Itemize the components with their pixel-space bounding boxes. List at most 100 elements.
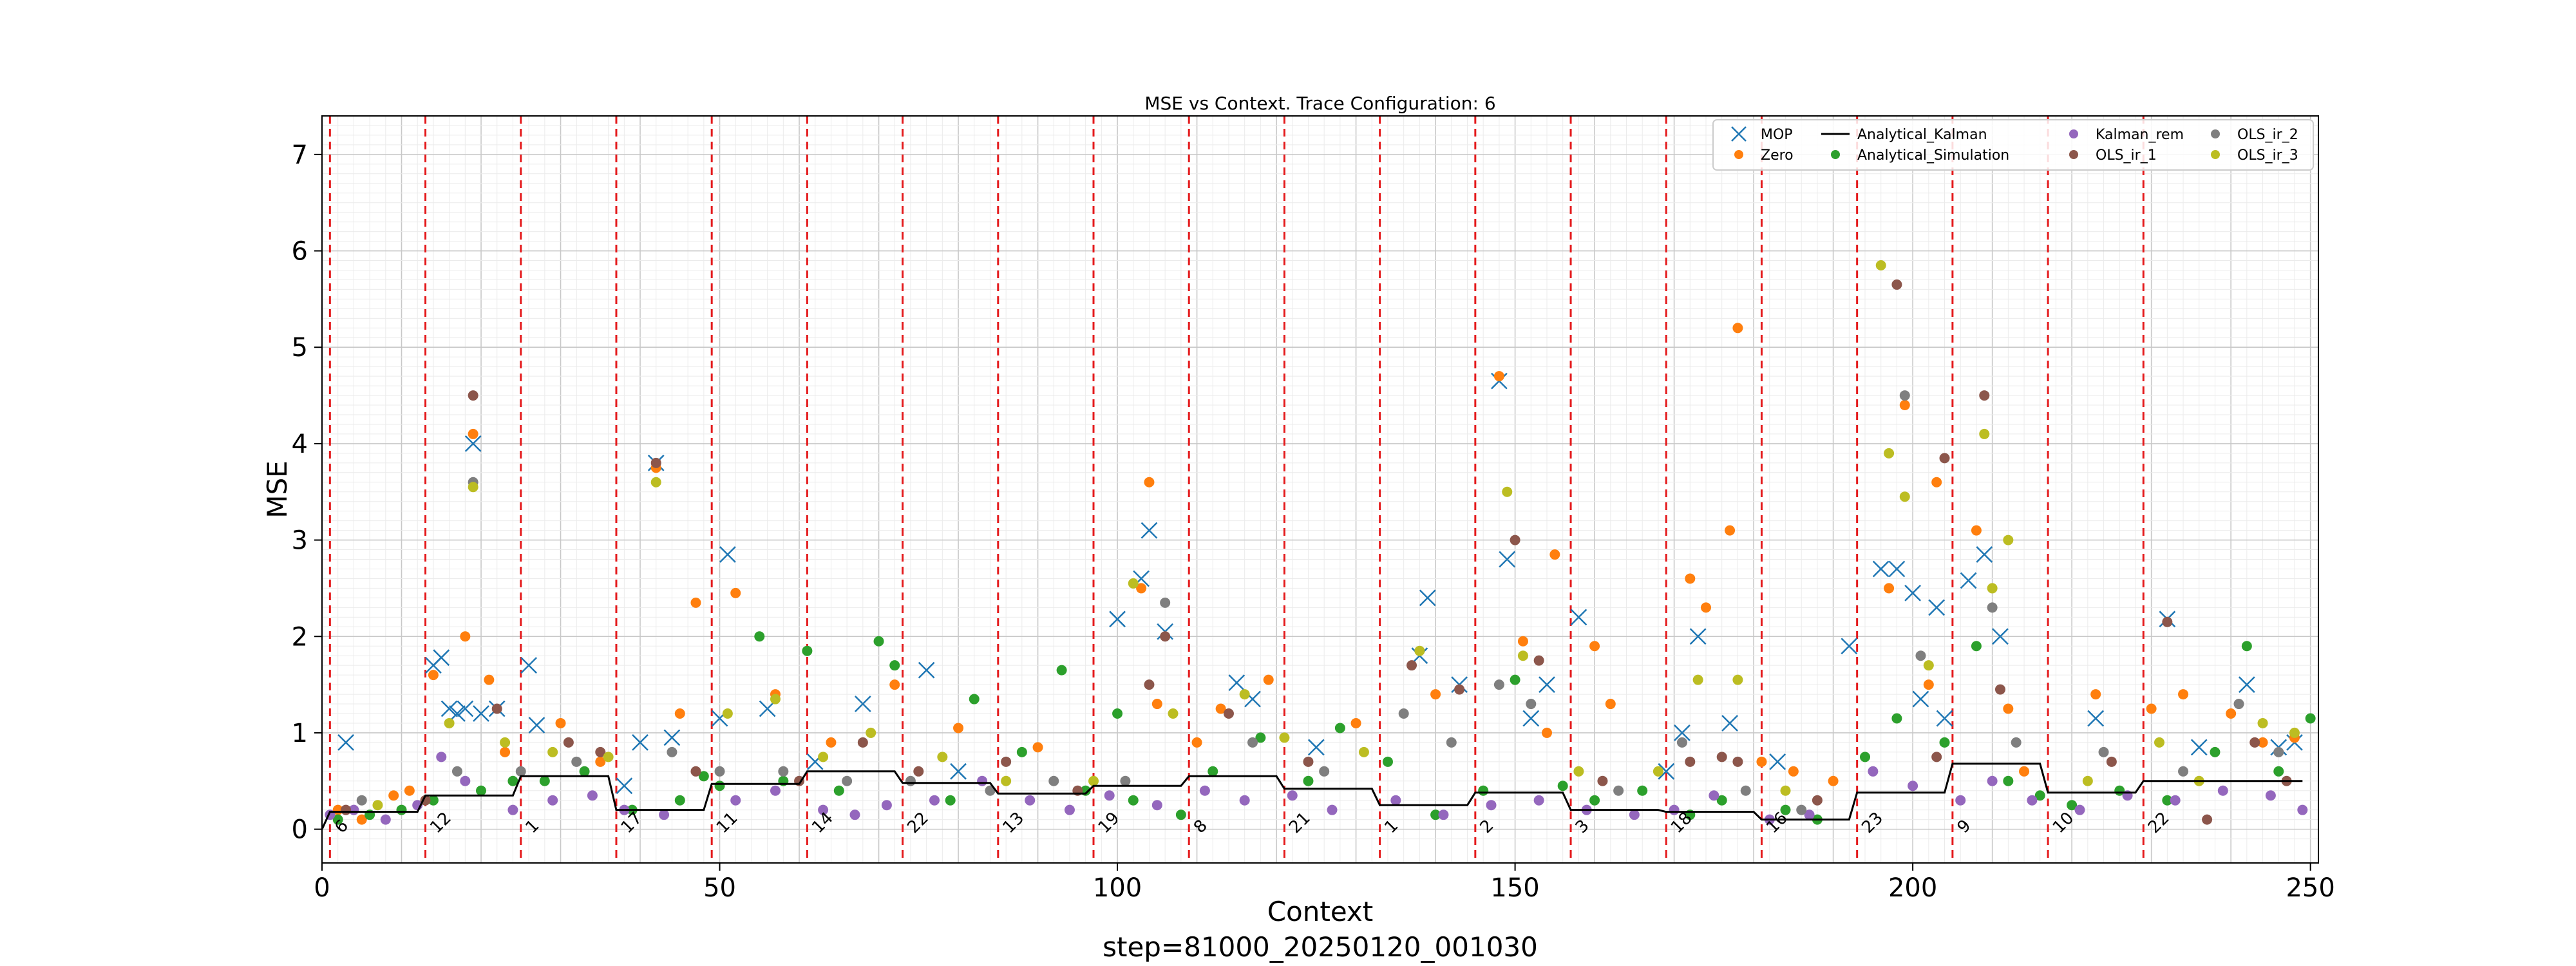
- analytical-simulation-point: [873, 636, 884, 647]
- mop-point: [1141, 522, 1158, 539]
- legend-label: Analytical_Simulation: [1857, 147, 2009, 164]
- ols-ir-1-point: [857, 737, 868, 748]
- ols-ir-3-point: [1128, 578, 1139, 589]
- y-axis-ticks: 0 1 2 3 4 5 6 7: [292, 140, 322, 845]
- ols-ir-1-point: [1994, 684, 2005, 695]
- mop-point: [473, 705, 489, 722]
- kalman-rem-point: [881, 800, 892, 811]
- legend-marker-dot: [2069, 129, 2078, 138]
- data-points: [325, 260, 2316, 825]
- ols-ir-2-point: [667, 746, 677, 757]
- segment-label: 14: [808, 808, 837, 837]
- ols-ir-2-point: [985, 785, 996, 796]
- segment-label: 21: [1285, 808, 1314, 837]
- ols-ir-3-point: [1923, 660, 1934, 671]
- zero-point: [826, 737, 837, 748]
- ols-ir-1-point: [1685, 756, 1696, 767]
- zero-point: [1732, 323, 1743, 334]
- mop-point: [1307, 739, 1325, 756]
- ols-ir-2-point: [571, 756, 582, 767]
- analytical-simulation-point: [945, 795, 956, 806]
- mop-point: [433, 649, 450, 667]
- kalman-rem-point: [659, 810, 670, 820]
- legend-label: Zero: [1761, 147, 1794, 164]
- ols-ir-3-point: [1414, 645, 1425, 656]
- zero-point: [1884, 583, 1895, 594]
- ols-ir-1-point: [1939, 453, 1950, 464]
- ols-ir-3-point: [468, 482, 478, 493]
- zero-point: [2146, 703, 2157, 714]
- y-tick-label: 1: [292, 719, 308, 748]
- kalman-rem-point: [2027, 795, 2038, 806]
- ols-ir-1-point: [1454, 684, 1465, 695]
- chart-title: MSE vs Context. Trace Configuration: 6: [1144, 93, 1495, 114]
- ols-ir-2-point: [905, 775, 916, 786]
- mop-point: [1499, 551, 1516, 568]
- analytical-simulation-point: [2162, 795, 2173, 806]
- kalman-rem-point: [2265, 790, 2276, 801]
- mop-point: [2087, 710, 2105, 727]
- ols-ir-2-point: [2178, 766, 2189, 777]
- kalman-rem-point: [770, 785, 781, 796]
- kalman-rem-point: [977, 775, 988, 786]
- ols-ir-3-point: [818, 752, 829, 762]
- ols-ir-1-point: [1144, 679, 1155, 690]
- ols-ir-2-point: [2011, 737, 2022, 748]
- kalman-rem-point: [436, 752, 447, 762]
- zero-point: [1756, 756, 1767, 767]
- analytical-simulation-point: [1175, 810, 1186, 820]
- analytical-simulation-point: [2241, 641, 2252, 652]
- ols-ir-1-point: [341, 804, 352, 815]
- legend-label: OLS_ir_3: [2237, 147, 2298, 164]
- zero-point: [1685, 573, 1696, 584]
- ols-ir-2-point: [1446, 737, 1457, 748]
- ols-ir-2-point: [1676, 737, 1687, 748]
- analytical-simulation-point: [1860, 752, 1871, 762]
- mop-point: [337, 734, 354, 751]
- zero-point: [484, 674, 495, 685]
- ols-ir-2-point: [356, 795, 367, 806]
- ols-ir-3-point: [1692, 674, 1703, 685]
- zero-point: [404, 785, 415, 796]
- x-tick-label: 100: [1093, 873, 1142, 903]
- mop-point: [1721, 715, 1738, 732]
- analytical-simulation-point: [428, 795, 439, 806]
- ols-ir-2-point: [1247, 737, 1258, 748]
- ols-ir-3-point: [2003, 535, 2014, 545]
- ols-ir-3-point: [937, 752, 948, 762]
- mop-point: [528, 717, 545, 734]
- ols-ir-1-point: [1716, 752, 1727, 762]
- mop-point: [1674, 724, 1690, 741]
- ols-ir-2-point: [2098, 746, 2109, 757]
- y-tick-label: 4: [292, 430, 308, 459]
- mop-point: [854, 696, 871, 712]
- ols-ir-2-point: [1740, 785, 1751, 796]
- kalman-rem-point: [1955, 795, 1966, 806]
- mop-point: [1658, 762, 1675, 780]
- segment-label: 1: [522, 816, 544, 837]
- mop-point: [759, 700, 776, 717]
- kalman-rem-point: [849, 810, 860, 820]
- kalman-rem-point: [1533, 795, 1544, 806]
- mop-point: [520, 657, 537, 674]
- ols-ir-3-point: [1088, 775, 1099, 786]
- zero-point: [1701, 602, 1712, 613]
- analytical-simulation-point: [1208, 766, 1218, 777]
- ols-ir-3-point: [1653, 766, 1663, 777]
- legend-label: OLS_ir_2: [2237, 127, 2298, 143]
- zero-point: [460, 631, 471, 642]
- zero-point: [2019, 766, 2030, 777]
- analytical-simulation-point: [2034, 790, 2045, 801]
- ols-ir-1-point: [2202, 814, 2213, 825]
- legend-label: OLS_ir_1: [2096, 147, 2157, 164]
- y-tick-label: 2: [292, 622, 308, 652]
- zero-point: [2226, 708, 2237, 719]
- mop-point: [1912, 690, 1929, 708]
- kalman-rem-point: [818, 804, 829, 815]
- ols-ir-1-point: [913, 766, 924, 777]
- legend-marker-dot: [2069, 150, 2078, 159]
- mop-point: [440, 700, 458, 717]
- analytical-simulation-point: [1255, 732, 1266, 743]
- ols-ir-1-point: [1303, 756, 1314, 767]
- y-tick-label: 6: [292, 237, 308, 267]
